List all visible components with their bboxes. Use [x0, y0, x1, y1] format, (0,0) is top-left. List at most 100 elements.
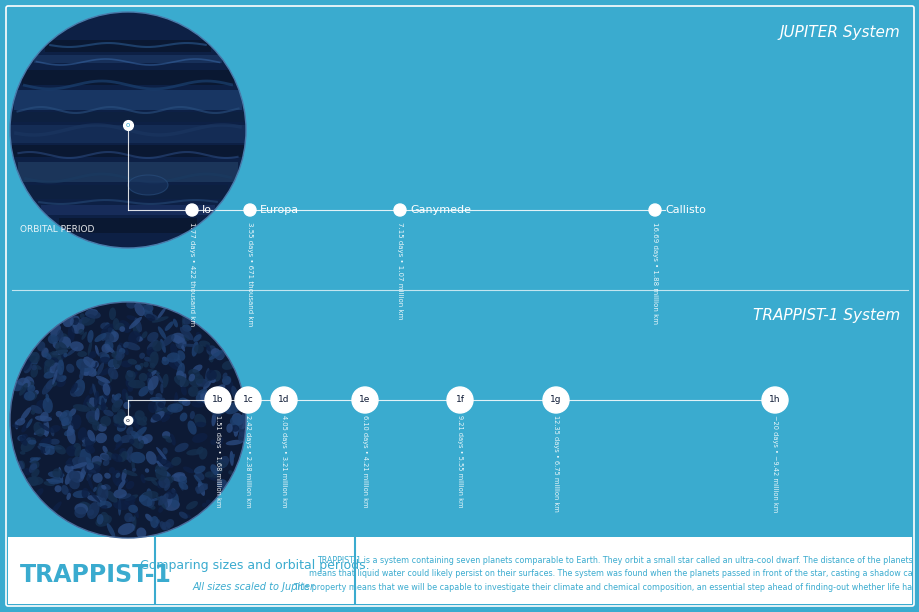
Ellipse shape	[114, 417, 120, 425]
Ellipse shape	[196, 332, 202, 340]
Ellipse shape	[39, 424, 51, 432]
Ellipse shape	[95, 408, 99, 422]
Ellipse shape	[96, 515, 112, 527]
Ellipse shape	[151, 479, 157, 486]
Ellipse shape	[100, 402, 107, 411]
Ellipse shape	[34, 427, 46, 435]
Ellipse shape	[65, 469, 74, 485]
Ellipse shape	[149, 370, 156, 377]
Ellipse shape	[134, 302, 144, 316]
Ellipse shape	[136, 528, 146, 539]
Ellipse shape	[196, 379, 209, 387]
Text: 1g: 1g	[550, 395, 562, 405]
Ellipse shape	[219, 456, 229, 468]
Ellipse shape	[233, 426, 238, 437]
Ellipse shape	[178, 482, 188, 490]
Ellipse shape	[71, 442, 76, 449]
Ellipse shape	[48, 477, 62, 484]
Text: 1b: 1b	[212, 395, 223, 405]
Ellipse shape	[179, 412, 187, 422]
Ellipse shape	[30, 461, 40, 469]
Ellipse shape	[89, 384, 96, 394]
Ellipse shape	[193, 475, 202, 485]
Text: o: o	[126, 122, 130, 128]
Circle shape	[761, 387, 788, 413]
Ellipse shape	[77, 351, 87, 357]
Ellipse shape	[45, 394, 50, 403]
Ellipse shape	[230, 451, 233, 466]
Ellipse shape	[43, 446, 51, 455]
Ellipse shape	[93, 371, 97, 376]
Ellipse shape	[56, 411, 63, 417]
Ellipse shape	[20, 407, 31, 420]
Ellipse shape	[186, 501, 198, 510]
Ellipse shape	[126, 392, 130, 409]
Ellipse shape	[187, 386, 199, 397]
Ellipse shape	[202, 502, 207, 507]
Ellipse shape	[107, 451, 116, 459]
Ellipse shape	[192, 433, 208, 443]
Ellipse shape	[158, 493, 168, 506]
Ellipse shape	[24, 376, 34, 388]
Ellipse shape	[171, 333, 185, 343]
Ellipse shape	[72, 387, 79, 393]
Ellipse shape	[162, 436, 171, 439]
Ellipse shape	[174, 392, 177, 403]
Ellipse shape	[79, 374, 83, 379]
Ellipse shape	[152, 316, 168, 323]
Ellipse shape	[77, 501, 89, 513]
Ellipse shape	[29, 352, 40, 364]
Bar	[28, 185, 228, 199]
Ellipse shape	[187, 420, 197, 435]
Ellipse shape	[147, 332, 158, 342]
Ellipse shape	[78, 329, 85, 335]
Ellipse shape	[205, 368, 210, 382]
Ellipse shape	[93, 473, 103, 483]
Ellipse shape	[87, 495, 103, 502]
Ellipse shape	[45, 446, 55, 455]
Ellipse shape	[73, 490, 90, 498]
Ellipse shape	[100, 366, 114, 376]
Ellipse shape	[72, 457, 86, 469]
Ellipse shape	[17, 378, 28, 386]
Ellipse shape	[235, 388, 244, 399]
Ellipse shape	[241, 411, 246, 420]
Ellipse shape	[228, 381, 233, 389]
Ellipse shape	[94, 391, 99, 408]
Ellipse shape	[129, 415, 138, 427]
Ellipse shape	[34, 390, 39, 395]
Ellipse shape	[193, 334, 201, 342]
Ellipse shape	[35, 416, 52, 422]
Ellipse shape	[207, 373, 213, 381]
Ellipse shape	[123, 341, 129, 348]
Ellipse shape	[118, 451, 126, 461]
Ellipse shape	[54, 485, 62, 492]
Circle shape	[205, 387, 231, 413]
Ellipse shape	[116, 472, 120, 478]
Ellipse shape	[61, 354, 65, 359]
Ellipse shape	[24, 391, 35, 401]
Ellipse shape	[155, 460, 166, 464]
Ellipse shape	[228, 470, 233, 474]
Ellipse shape	[37, 341, 45, 351]
Ellipse shape	[176, 338, 187, 349]
Ellipse shape	[87, 509, 94, 516]
Ellipse shape	[128, 505, 138, 513]
Ellipse shape	[132, 321, 140, 335]
Ellipse shape	[179, 373, 187, 387]
Bar	[41, 205, 214, 215]
Ellipse shape	[188, 374, 195, 381]
Ellipse shape	[165, 489, 176, 499]
Ellipse shape	[146, 451, 156, 465]
Ellipse shape	[146, 347, 156, 357]
Ellipse shape	[210, 467, 222, 480]
Ellipse shape	[209, 354, 213, 362]
Ellipse shape	[117, 345, 122, 358]
Ellipse shape	[129, 435, 142, 449]
Ellipse shape	[156, 447, 166, 460]
Ellipse shape	[127, 395, 133, 401]
Ellipse shape	[191, 341, 199, 357]
Ellipse shape	[41, 348, 49, 357]
Text: All sizes scaled to Jupiter.: All sizes scaled to Jupiter.	[193, 582, 317, 592]
Ellipse shape	[85, 309, 98, 317]
